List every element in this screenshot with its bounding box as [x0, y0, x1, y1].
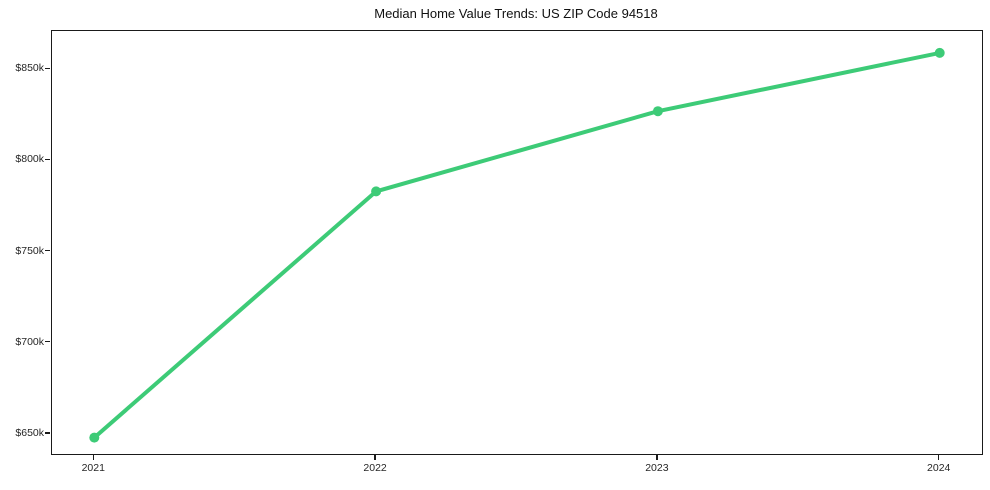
y-tick-label: $700k: [15, 335, 44, 348]
x-tick-label: 2021: [81, 462, 105, 474]
y-tick-label: $800k: [15, 153, 44, 166]
y-tick-mark: [45, 67, 50, 69]
y-tick-mark: [45, 158, 50, 161]
data-point-marker: [934, 47, 945, 58]
x-tick-label: 2024: [927, 462, 951, 474]
x-tick-label: 2023: [645, 462, 669, 474]
chart-title: Median Home Value Trends: US ZIP Code 94…: [374, 6, 658, 21]
line-series-svg: [89, 47, 945, 443]
y-tick-label: $750k: [15, 244, 44, 257]
data-point-marker: [89, 432, 100, 443]
x-tick-mark: [92, 455, 94, 460]
x-tick-mark: [374, 455, 376, 460]
y-tick-mark: [45, 341, 50, 343]
data-point-marker: [652, 106, 663, 117]
y-tick-label: $650k: [15, 426, 44, 439]
x-tick-label: 2022: [363, 462, 387, 474]
plot-area: [51, 30, 983, 455]
data-point-marker: [371, 186, 382, 197]
trend-line: [92, 50, 942, 440]
y-tick-mark: [45, 432, 50, 434]
y-tick-label: $850k: [15, 62, 44, 75]
y-tick-mark: [45, 249, 50, 252]
x-tick-mark: [656, 455, 658, 460]
x-tick-mark: [938, 455, 940, 460]
